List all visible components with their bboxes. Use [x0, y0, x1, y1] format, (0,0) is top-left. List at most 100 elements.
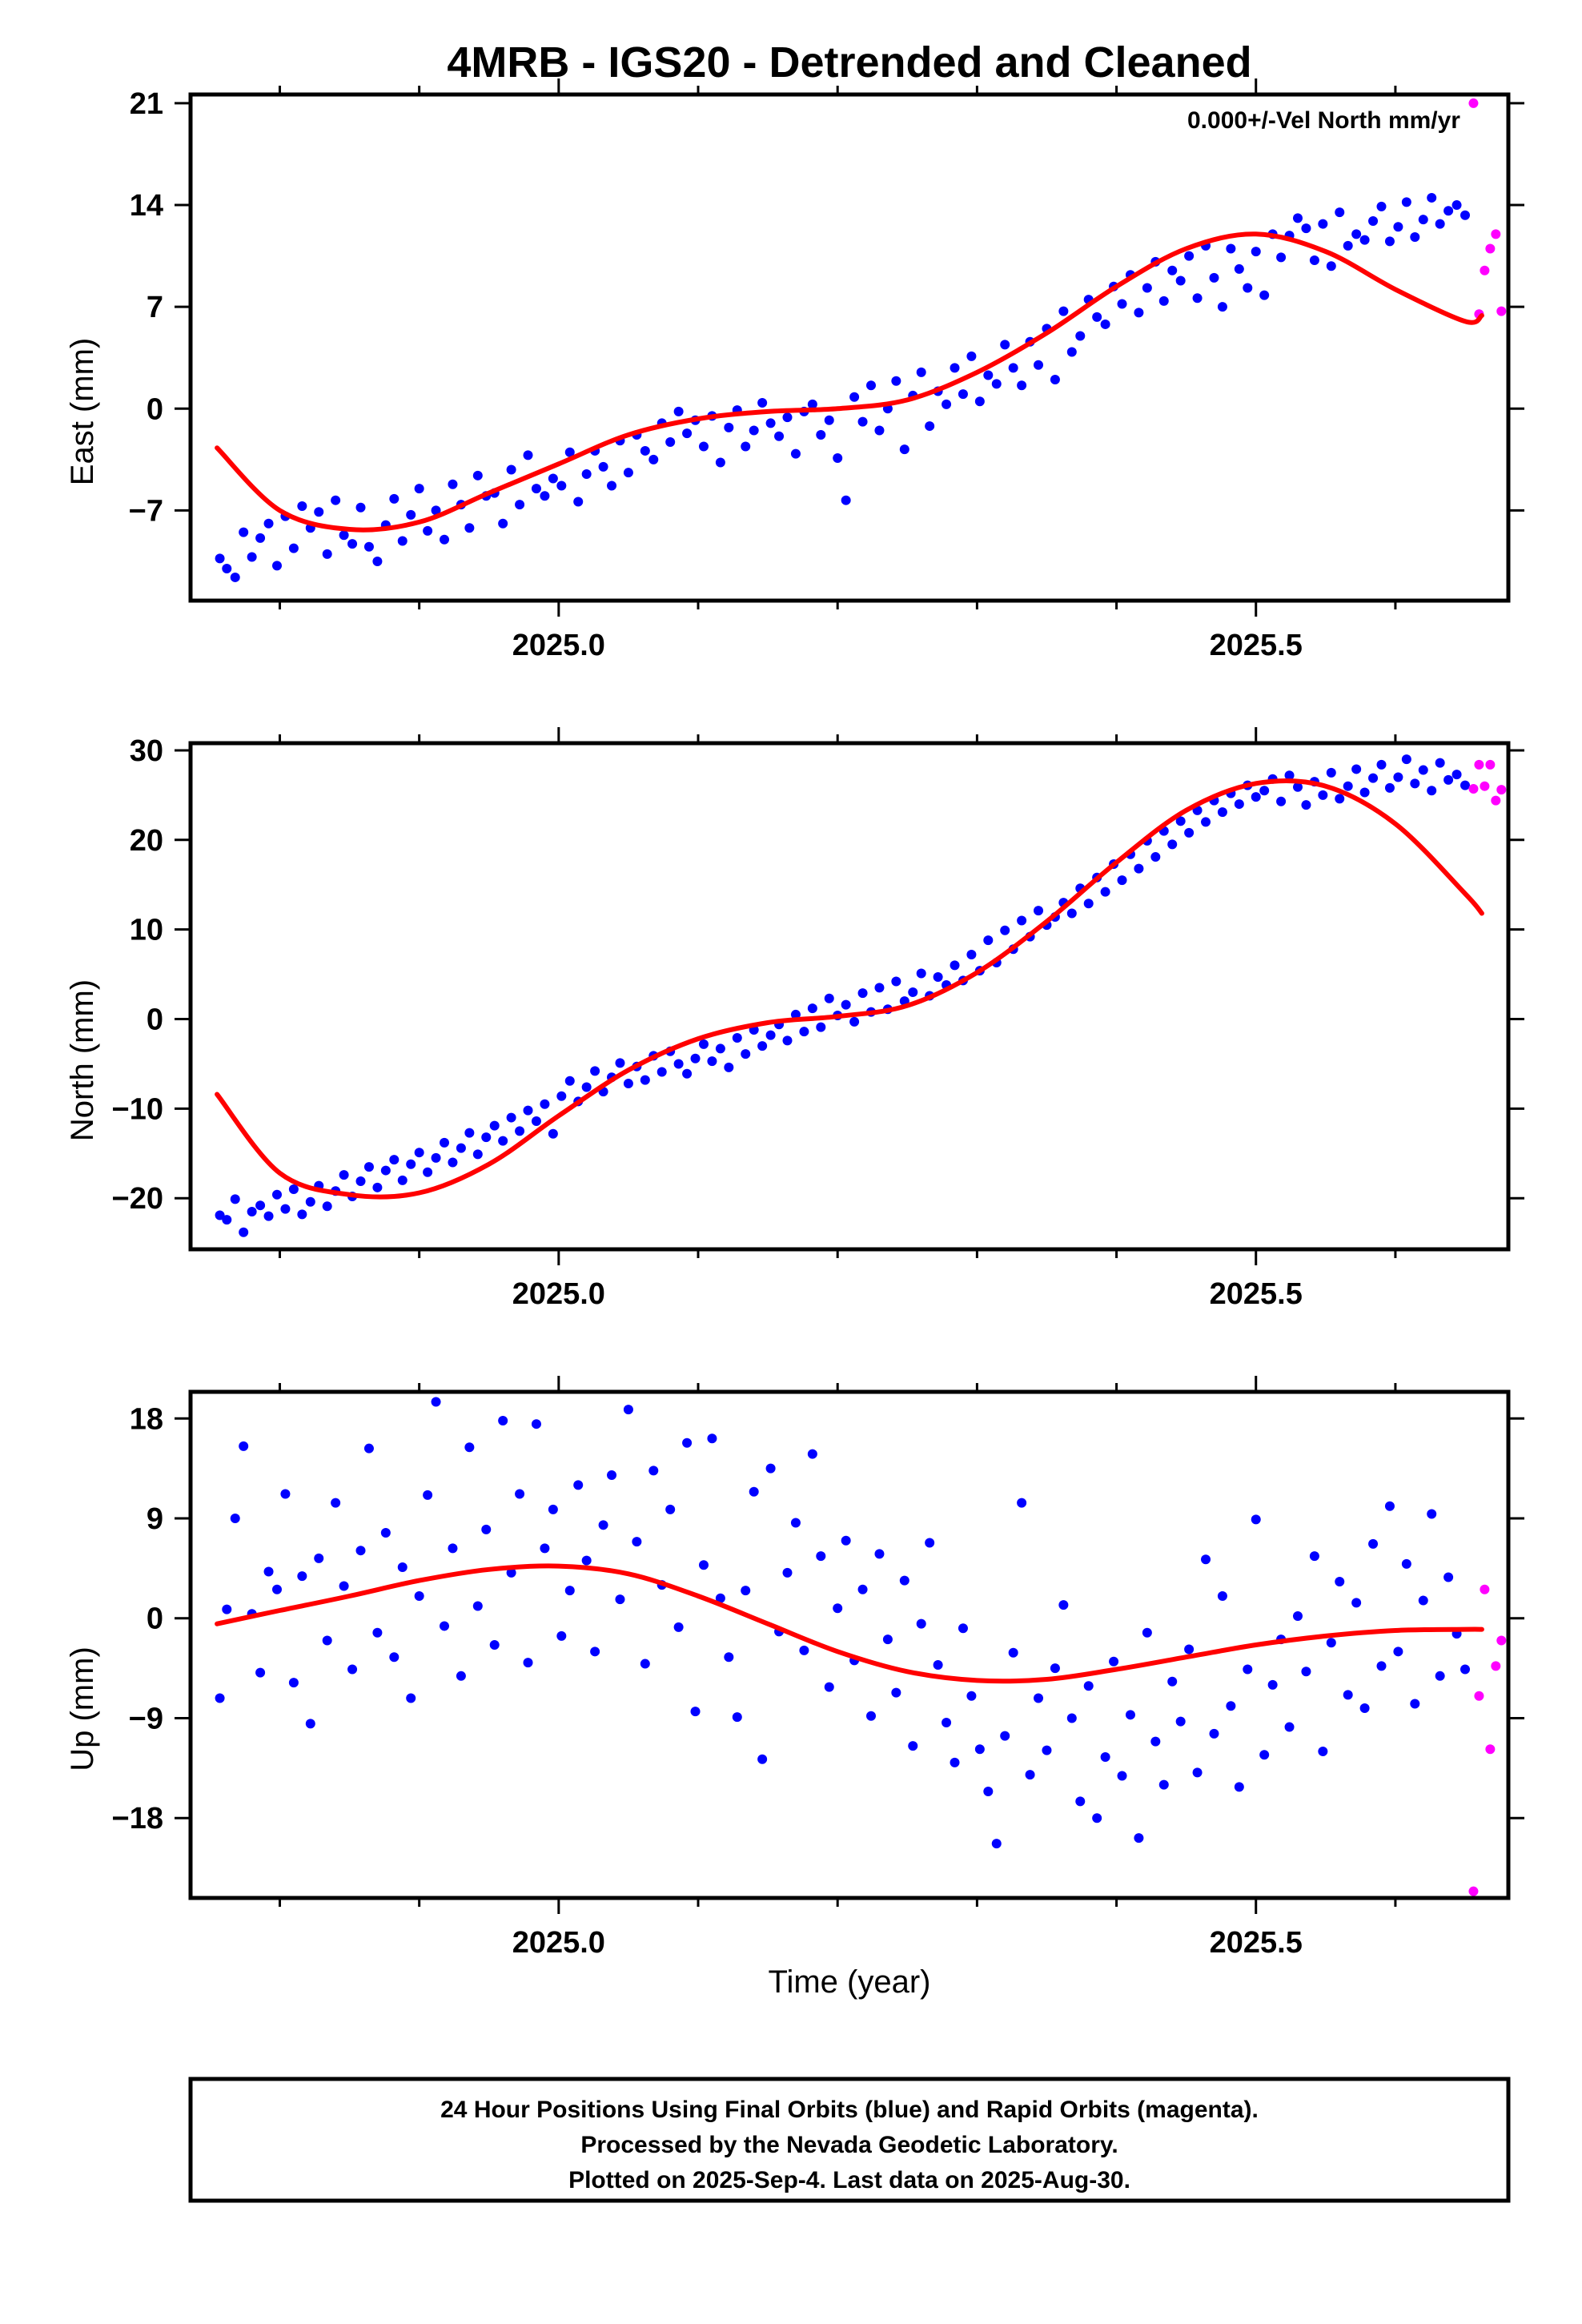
final-orbit-point	[1418, 1595, 1428, 1606]
final-orbit-point	[1134, 1833, 1144, 1844]
final-orbit-point	[816, 429, 826, 440]
final-orbit-point	[363, 541, 374, 552]
final-orbit-point	[682, 1068, 693, 1079]
x-tick-label: 2025.5	[1210, 1926, 1303, 1960]
final-orbit-point	[732, 1712, 742, 1723]
rapid-orbit-point	[1496, 306, 1507, 316]
final-orbit-point	[397, 536, 408, 546]
final-orbit-point	[1460, 1664, 1471, 1675]
rapid-orbit-point	[1480, 1584, 1490, 1594]
final-orbit-point	[372, 556, 383, 566]
x-axis-label: Time (year)	[769, 1964, 931, 2000]
final-orbit-point	[732, 1033, 742, 1043]
final-orbit-point	[414, 484, 424, 494]
final-orbit-point	[690, 1707, 701, 1717]
final-orbit-point	[489, 1640, 500, 1650]
final-orbit-point	[414, 1591, 424, 1602]
final-orbit-point	[1017, 380, 1027, 391]
final-orbit-point	[1427, 786, 1437, 796]
final-orbit-point	[715, 1043, 725, 1054]
final-orbit-point	[816, 1022, 826, 1032]
final-orbit-point	[1058, 306, 1069, 316]
final-orbit-point	[1100, 1751, 1110, 1762]
final-orbit-point	[1017, 1498, 1027, 1508]
final-orbit-point	[389, 1155, 400, 1165]
final-orbit-point	[925, 1538, 935, 1548]
final-orbit-point	[1184, 251, 1195, 261]
final-orbit-point	[440, 1621, 450, 1631]
final-orbit-point	[1301, 223, 1311, 234]
final-orbit-point	[215, 1210, 225, 1220]
final-orbit-point	[673, 406, 684, 416]
final-orbit-point	[1460, 210, 1471, 220]
rapid-orbit-point	[1485, 1744, 1496, 1755]
final-orbit-point	[1243, 1664, 1253, 1675]
rapid-orbit-point	[1468, 784, 1479, 794]
final-orbit-point	[1259, 1750, 1270, 1760]
final-orbit-point	[698, 1560, 709, 1570]
final-orbit-point	[1217, 1591, 1227, 1602]
final-orbit-point	[1117, 875, 1127, 886]
final-orbit-point	[841, 999, 851, 1010]
final-orbit-point	[464, 523, 475, 533]
final-orbit-point	[1326, 1638, 1336, 1648]
final-orbit-point	[724, 1062, 734, 1072]
y-tick-label: 0	[147, 1602, 163, 1636]
final-orbit-point	[1034, 360, 1044, 370]
y-tick-label: 0	[147, 1003, 163, 1037]
final-orbit-point	[833, 1603, 843, 1614]
final-orbit-point	[665, 437, 676, 448]
final-orbit-point	[891, 976, 901, 987]
x-tick-label: 2025.0	[512, 629, 605, 662]
final-orbit-point	[1351, 229, 1362, 239]
final-orbit-point	[790, 448, 801, 459]
final-orbit-point	[833, 453, 843, 464]
final-orbit-point	[1192, 293, 1203, 304]
final-orbit-point	[1351, 764, 1362, 774]
final-orbit-point	[1050, 374, 1060, 384]
final-orbit-point	[255, 1667, 266, 1678]
final-orbit-point	[916, 367, 926, 377]
final-orbit-point	[1452, 770, 1462, 780]
final-orbit-point	[1167, 265, 1178, 275]
final-orbit-point	[942, 1718, 952, 1728]
final-orbit-point	[824, 415, 834, 425]
final-orbit-point	[707, 1433, 717, 1444]
final-orbit-point	[874, 1549, 885, 1559]
final-orbit-point	[440, 1137, 450, 1148]
final-orbit-point	[556, 1630, 567, 1641]
final-orbit-point	[255, 533, 266, 543]
final-orbit-point	[849, 392, 860, 402]
final-orbit-point	[305, 1719, 315, 1729]
y-tick-label: −10	[112, 1092, 163, 1126]
final-orbit-point	[406, 1159, 416, 1169]
final-orbit-point	[1175, 816, 1186, 826]
final-orbit-point	[1301, 800, 1311, 810]
final-orbit-point	[891, 376, 901, 386]
final-orbit-point	[280, 1204, 291, 1214]
x-tick-label: 2025.5	[1210, 1277, 1303, 1311]
model-curve	[215, 778, 1484, 1200]
final-orbit-point	[690, 1053, 701, 1063]
panel-frame	[188, 741, 1511, 1252]
rapid-orbit-point	[1491, 229, 1501, 239]
final-orbit-point	[464, 1442, 475, 1453]
final-orbit-point	[339, 530, 349, 541]
final-orbit-point	[263, 1211, 274, 1221]
final-orbit-point	[331, 495, 341, 505]
final-orbit-point	[222, 1604, 232, 1614]
final-orbit-point	[1401, 1558, 1411, 1569]
final-orbit-point	[1351, 1598, 1362, 1608]
final-orbit-point	[506, 464, 516, 475]
final-orbit-point	[1326, 767, 1336, 778]
final-orbit-point	[363, 1162, 374, 1172]
final-orbit-point	[623, 1079, 633, 1089]
final-orbit-point	[305, 1196, 315, 1207]
final-orbit-point	[942, 399, 952, 409]
final-orbit-point	[1301, 1667, 1311, 1677]
footer-box: 24 Hour Positions Using Final Orbits (bl…	[188, 2077, 1511, 2203]
final-orbit-point	[339, 1581, 349, 1591]
y-axis-label: East (mm)	[65, 338, 100, 485]
final-orbit-point	[950, 363, 960, 373]
final-orbit-point	[1100, 319, 1110, 329]
